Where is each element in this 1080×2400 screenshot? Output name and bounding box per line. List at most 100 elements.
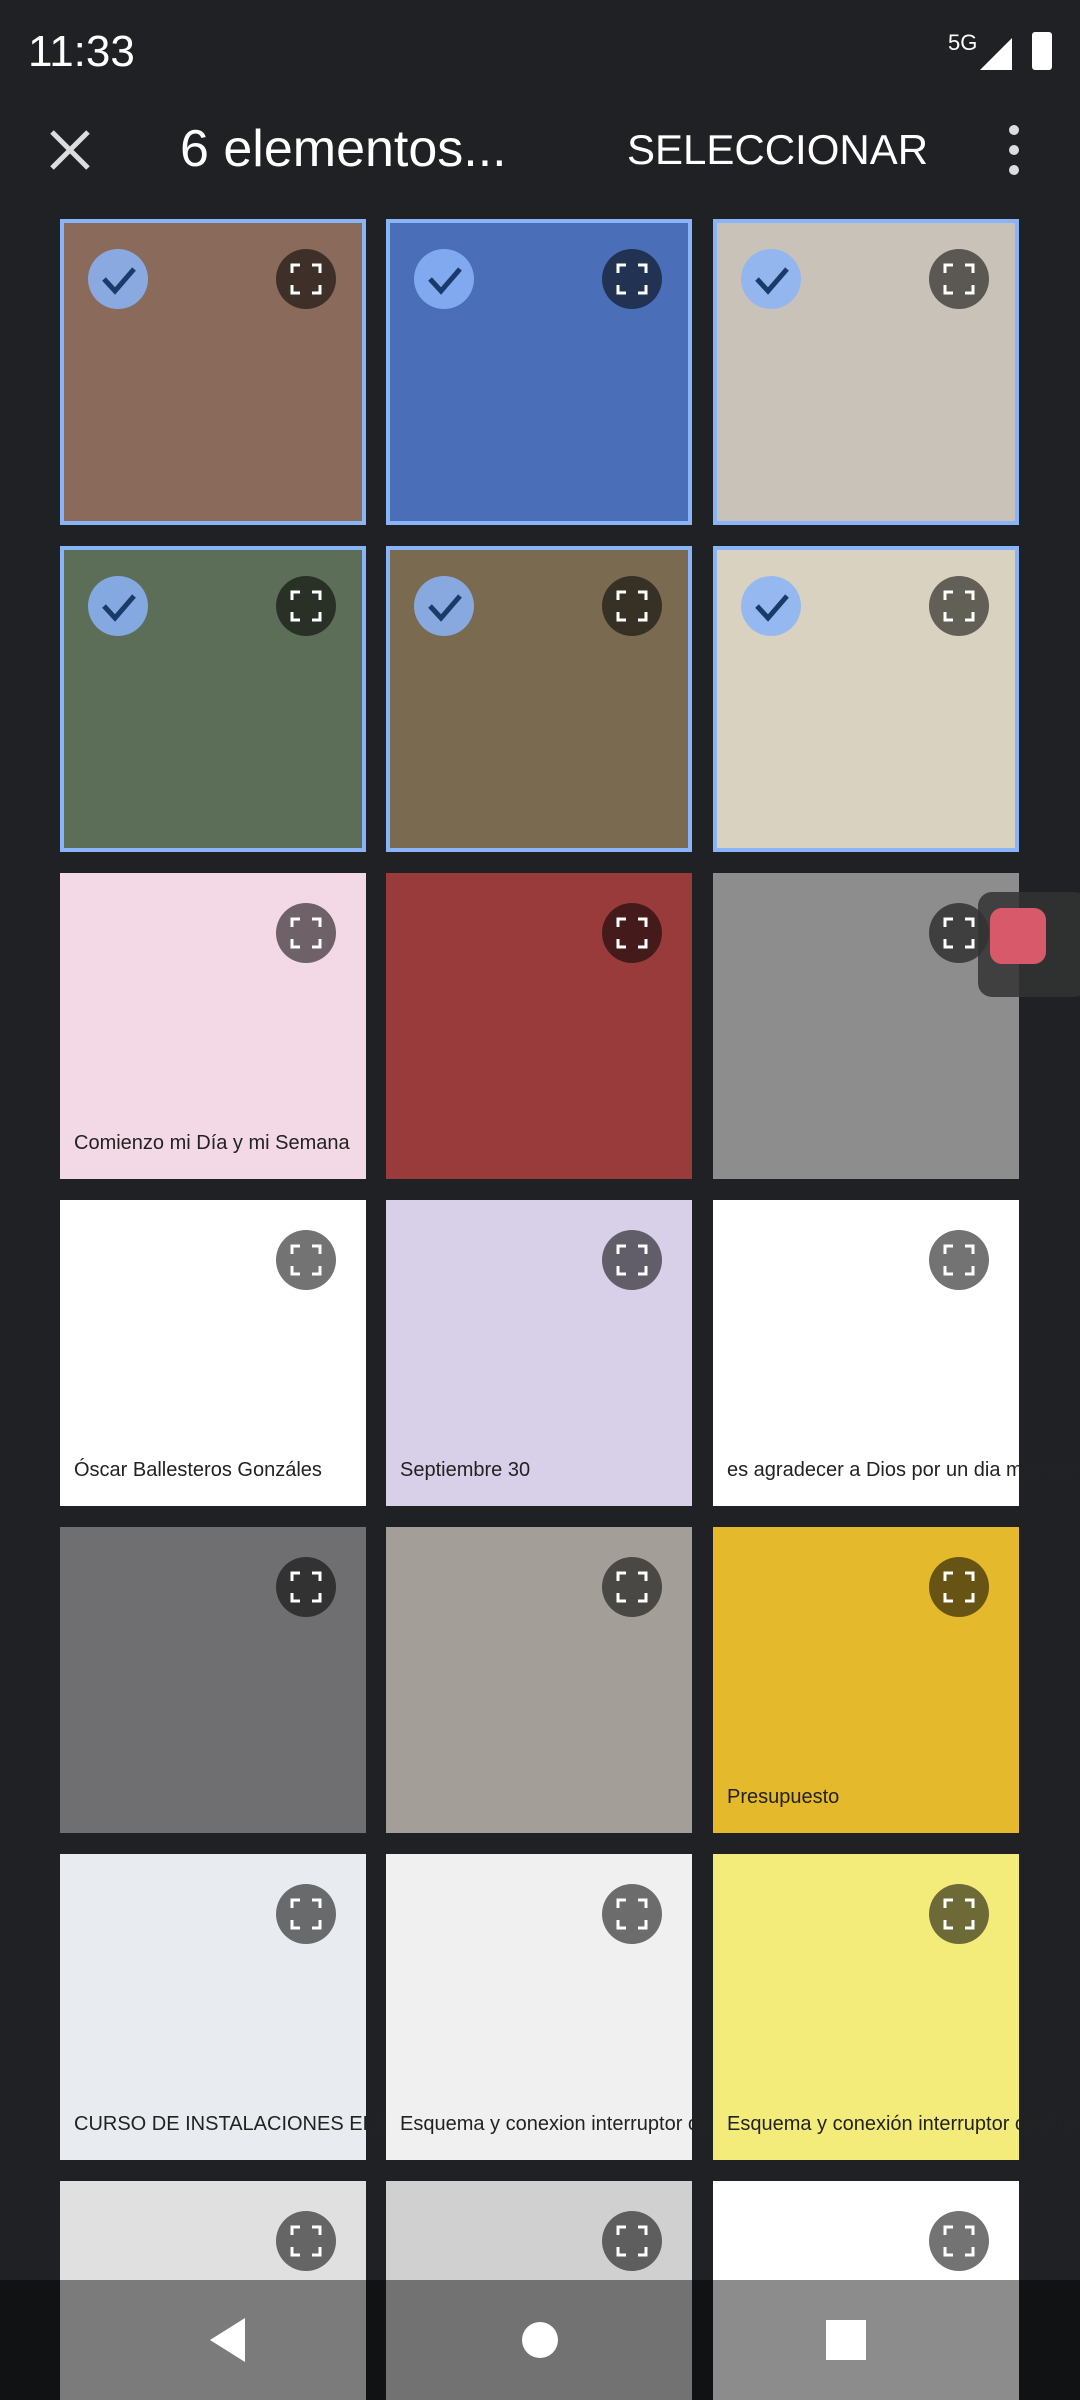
photo-tile[interactable] [386, 873, 692, 1179]
photo-grid: Comienzo mi Día y mi Semana Óscar Ballest… [60, 219, 1080, 2400]
check-mark [755, 267, 789, 295]
photo-tile[interactable]: Presupuesto [713, 1527, 1019, 1833]
check-mark [102, 267, 136, 295]
expand-button[interactable] [276, 1557, 336, 1617]
check-circle [741, 576, 801, 636]
expand-icon [943, 2225, 975, 2257]
home-button[interactable] [522, 2322, 558, 2358]
photo-tile[interactable] [60, 219, 366, 525]
expand-icon [616, 1898, 648, 1930]
expand-button[interactable] [929, 1557, 989, 1617]
selection-border [386, 219, 692, 525]
expand-icon [943, 1244, 975, 1276]
expand-button[interactable] [276, 249, 336, 309]
expand-icon [616, 1244, 648, 1276]
check-circle [414, 576, 474, 636]
expand-icon [616, 917, 648, 949]
photo-tile[interactable]: Comienzo mi Día y mi Semana [60, 873, 366, 1179]
check-circle [88, 576, 148, 636]
expand-icon [290, 590, 322, 622]
check-circle [414, 249, 474, 309]
expand-icon [943, 917, 975, 949]
photo-caption: Comienzo mi Día y mi Semana [74, 1132, 351, 1154]
expand-icon [616, 263, 648, 295]
photo-tile[interactable] [713, 219, 1019, 525]
photo-tile[interactable] [60, 2181, 366, 2400]
check-mark [102, 594, 136, 622]
expand-button[interactable] [929, 1884, 989, 1944]
selection-border [713, 219, 1019, 525]
floating-home-icon [990, 908, 1046, 964]
expand-button[interactable] [602, 1884, 662, 1944]
photo-tile[interactable]: Esquema y conexión interruptor con tomac… [713, 1854, 1080, 2160]
expand-icon [290, 263, 322, 295]
photo-tile[interactable] [386, 1527, 692, 1833]
photo-caption: Presupuesto [727, 1786, 839, 1808]
expand-button[interactable] [929, 576, 989, 636]
back-button[interactable] [210, 2318, 245, 2362]
photo-tile[interactable] [713, 873, 1019, 1179]
expand-button[interactable] [929, 249, 989, 309]
photo-tile[interactable] [386, 546, 692, 852]
check-mark [428, 594, 462, 622]
select-button[interactable]: SELECCIONAR [627, 126, 928, 173]
close-button[interactable] [50, 130, 90, 170]
expand-icon [943, 590, 975, 622]
expand-button[interactable] [276, 1884, 336, 1944]
check-mark [755, 594, 789, 622]
more-button[interactable] [1009, 125, 1019, 175]
check-circle [88, 249, 148, 309]
top-bar [0, 0, 1080, 210]
expand-icon [943, 1898, 975, 1930]
expand-button[interactable] [276, 1230, 336, 1290]
photo-tile[interactable] [386, 219, 692, 525]
signal-icon [980, 38, 1012, 70]
expand-icon [616, 2225, 648, 2257]
expand-icon [616, 590, 648, 622]
battery-icon [1032, 32, 1052, 70]
expand-button[interactable] [602, 249, 662, 309]
photo-tile[interactable]: es agradecer a Dios por un dia mas de vi… [713, 1200, 1080, 1506]
status-network: 5G [948, 30, 977, 55]
selection-border [60, 219, 366, 525]
photo-tile[interactable] [713, 546, 1019, 852]
expand-button[interactable] [276, 576, 336, 636]
expand-button[interactable] [602, 1230, 662, 1290]
check-circle [741, 249, 801, 309]
photo-tile[interactable] [60, 546, 366, 852]
expand-icon [290, 1244, 322, 1276]
expand-icon [290, 917, 322, 949]
expand-icon [290, 1898, 322, 1930]
photo-caption: Esquema y conexión interruptor con tomac… [727, 2113, 1080, 2135]
photo-tile[interactable] [60, 1527, 366, 1833]
photo-tile[interactable]: Óscar Ballesteros Gonzáles [60, 1200, 366, 1506]
expand-icon [290, 2225, 322, 2257]
expand-button[interactable] [276, 903, 336, 963]
header-title: 6 elementos... [180, 120, 507, 178]
expand-icon [290, 1571, 322, 1603]
photo-caption: Septiembre 30 [400, 1459, 530, 1481]
expand-button[interactable] [276, 2211, 336, 2271]
photo-tile[interactable]: Arturo Gutiérrez 8341381499 [713, 2181, 1019, 2400]
selection-border [713, 546, 1019, 852]
selection-border [60, 546, 366, 852]
expand-icon [943, 1571, 975, 1603]
status-time: 11:33 [28, 27, 135, 76]
selection-border [386, 546, 692, 852]
photo-tile[interactable]: Esquema y conexion interruptor con tomac… [386, 1854, 848, 2160]
expand-button[interactable] [602, 2211, 662, 2271]
expand-button[interactable] [602, 1557, 662, 1617]
expand-icon [616, 1571, 648, 1603]
expand-button[interactable] [602, 576, 662, 636]
check-mark [428, 267, 462, 295]
photo-tile[interactable]: Septiembre 30 [386, 1200, 692, 1506]
photo-tile[interactable] [386, 2181, 692, 2400]
expand-button[interactable] [929, 1230, 989, 1290]
expand-button[interactable] [929, 2211, 989, 2271]
photo-caption: Óscar Ballesteros Gonzáles [74, 1458, 322, 1481]
photo-caption: es agradecer a Dios por un dia mas de vi… [727, 1459, 1080, 1481]
expand-button[interactable] [602, 903, 662, 963]
recents-button[interactable] [826, 2320, 866, 2360]
